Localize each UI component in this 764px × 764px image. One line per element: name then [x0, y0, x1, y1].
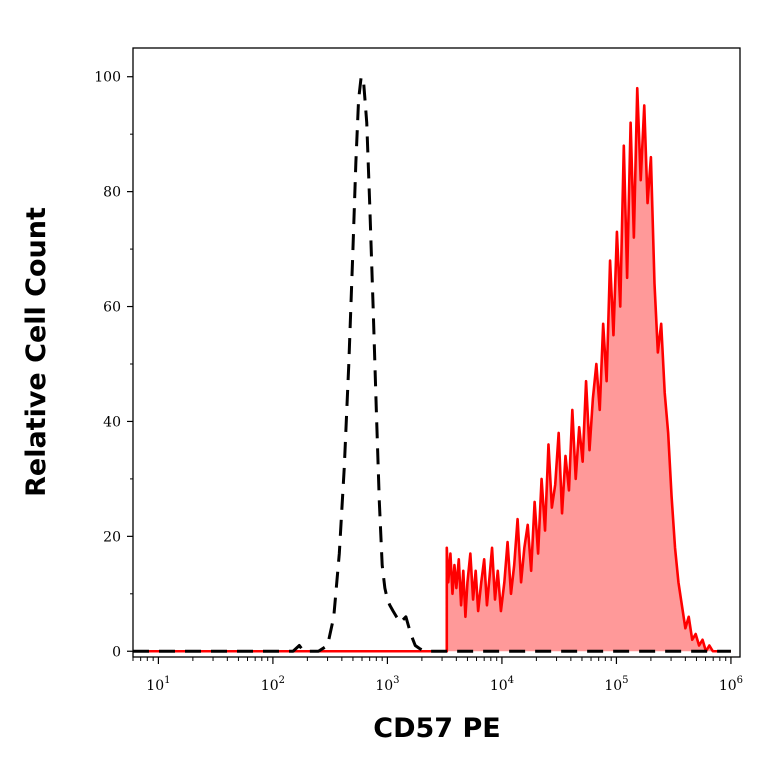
y-tick-label-0: 0: [112, 644, 121, 660]
x-tick-label-4: 105: [604, 675, 628, 694]
series-line-1: [133, 86, 731, 653]
x-tick-label-5: 106: [719, 675, 743, 694]
x-tick-label-0: 101: [146, 675, 170, 694]
y-tick-label-3: 60: [103, 300, 121, 316]
y-tick-label-4: 80: [103, 185, 121, 201]
series-layer: [133, 75, 731, 653]
axes-layer: 0 20 40 60 80 100 101 102 103 104 105 106: [94, 70, 743, 694]
y-tick-label-5: 100: [94, 70, 121, 86]
series-line-0: [133, 75, 731, 653]
x-tick-label-3: 104: [490, 675, 514, 694]
x-tick-label-1: 102: [261, 675, 285, 694]
plot-area: [132, 47, 741, 658]
y-axis-title: Relative Cell Count: [21, 207, 52, 497]
y-tick-label-2: 40: [103, 414, 121, 430]
y-tick-label-1: 20: [103, 529, 121, 545]
x-tick-label-2: 103: [375, 675, 399, 694]
x-axis-title: CD57 PE: [373, 713, 500, 744]
series-fill-1: [133, 88, 731, 652]
plot-frame: [132, 47, 741, 658]
